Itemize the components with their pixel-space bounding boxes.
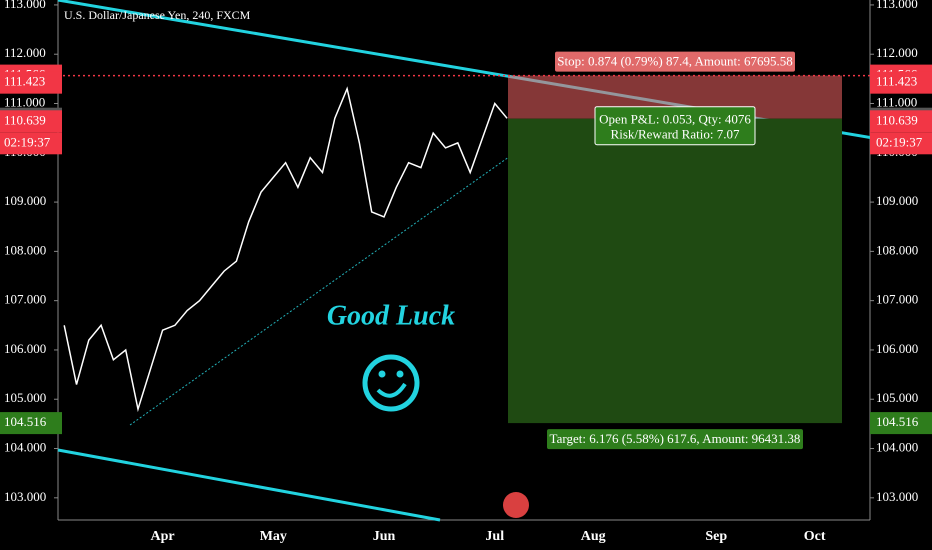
smiley-face [362, 354, 420, 412]
price-marker-label: 111.423 [4, 74, 45, 89]
x-tick-label: Oct [804, 529, 826, 544]
countdown-label: 02:19:37 [4, 134, 51, 149]
price-marker [0, 412, 62, 435]
price-marker [870, 412, 932, 435]
price-marker-label: 104.516 [876, 414, 919, 429]
price-marker-label: 111.423 [876, 74, 917, 89]
price-marker [0, 110, 62, 133]
price-marker [0, 71, 62, 94]
countdown-label: 02:19:37 [876, 134, 923, 149]
price-marker-label: 110.639 [4, 112, 46, 127]
y-tick-label: 105.000 [4, 390, 46, 405]
y-tick-label: 113.000 [876, 0, 918, 11]
x-tick-label: Sep [705, 529, 727, 544]
y-tick-label: 103.000 [876, 489, 918, 504]
price-marker [870, 71, 932, 94]
countdown-box [0, 132, 62, 155]
y-tick-label: 112.000 [4, 45, 46, 60]
target-zone [508, 118, 842, 424]
y-tick-label: 108.000 [4, 242, 46, 257]
y-tick-label: 112.000 [876, 45, 918, 60]
y-tick-label: 107.000 [4, 292, 46, 307]
smiley-eye [396, 370, 404, 378]
smiley [362, 354, 420, 412]
trend-line [57, 448, 441, 522]
y-tick-label: 109.000 [4, 193, 46, 208]
y-tick-label: 108.000 [876, 242, 918, 257]
smiley-mouth [376, 382, 407, 398]
pnl-box [594, 106, 756, 146]
chart-title: U.S. Dollar/Japanese Yen, 240, FXCM [64, 8, 251, 22]
y-tick-label: 106.000 [876, 341, 918, 356]
target-label: Target: 6.176 (5.58%) 617.6, Amount: 964… [550, 431, 801, 446]
pnl-label: Open P&L: 0.053, Qty: 4076 [599, 112, 751, 127]
x-tick-label: Apr [151, 529, 175, 544]
y-tick-label: 111.000 [876, 94, 917, 109]
pnl-label: Risk/Reward Ratio: 7.07 [611, 127, 740, 142]
y-tick-label: 104.000 [876, 440, 918, 455]
y-tick-label: 113.000 [4, 0, 46, 11]
price-marker-label: 104.516 [4, 414, 47, 429]
y-tick-label: 103.000 [4, 489, 46, 504]
price-line [63, 86, 508, 413]
x-tick-label: Aug [581, 529, 606, 544]
target-label-box [547, 429, 803, 450]
stop-label: Stop: 0.874 (0.79%) 87.4, Amount: 67695.… [557, 54, 792, 69]
y-tick-label: 105.000 [876, 390, 918, 405]
price-marker [870, 110, 932, 133]
stop-label-box [555, 51, 795, 72]
y-tick-label: 106.000 [4, 341, 46, 356]
x-tick-label: Jul [485, 529, 504, 544]
countdown-box [870, 132, 932, 155]
price-marker-label: 110.639 [876, 112, 918, 127]
x-tick-label: Jun [373, 529, 396, 544]
smiley-eye [378, 370, 386, 378]
x-tick-label: May [260, 529, 287, 544]
y-tick-label: 104.000 [4, 440, 46, 455]
event-icon[interactable] [503, 492, 529, 518]
annotation: Good Luck [327, 300, 455, 331]
y-tick-label: 109.000 [876, 193, 918, 208]
y-tick-label: 107.000 [876, 292, 918, 307]
y-tick-label: 111.000 [4, 94, 45, 109]
